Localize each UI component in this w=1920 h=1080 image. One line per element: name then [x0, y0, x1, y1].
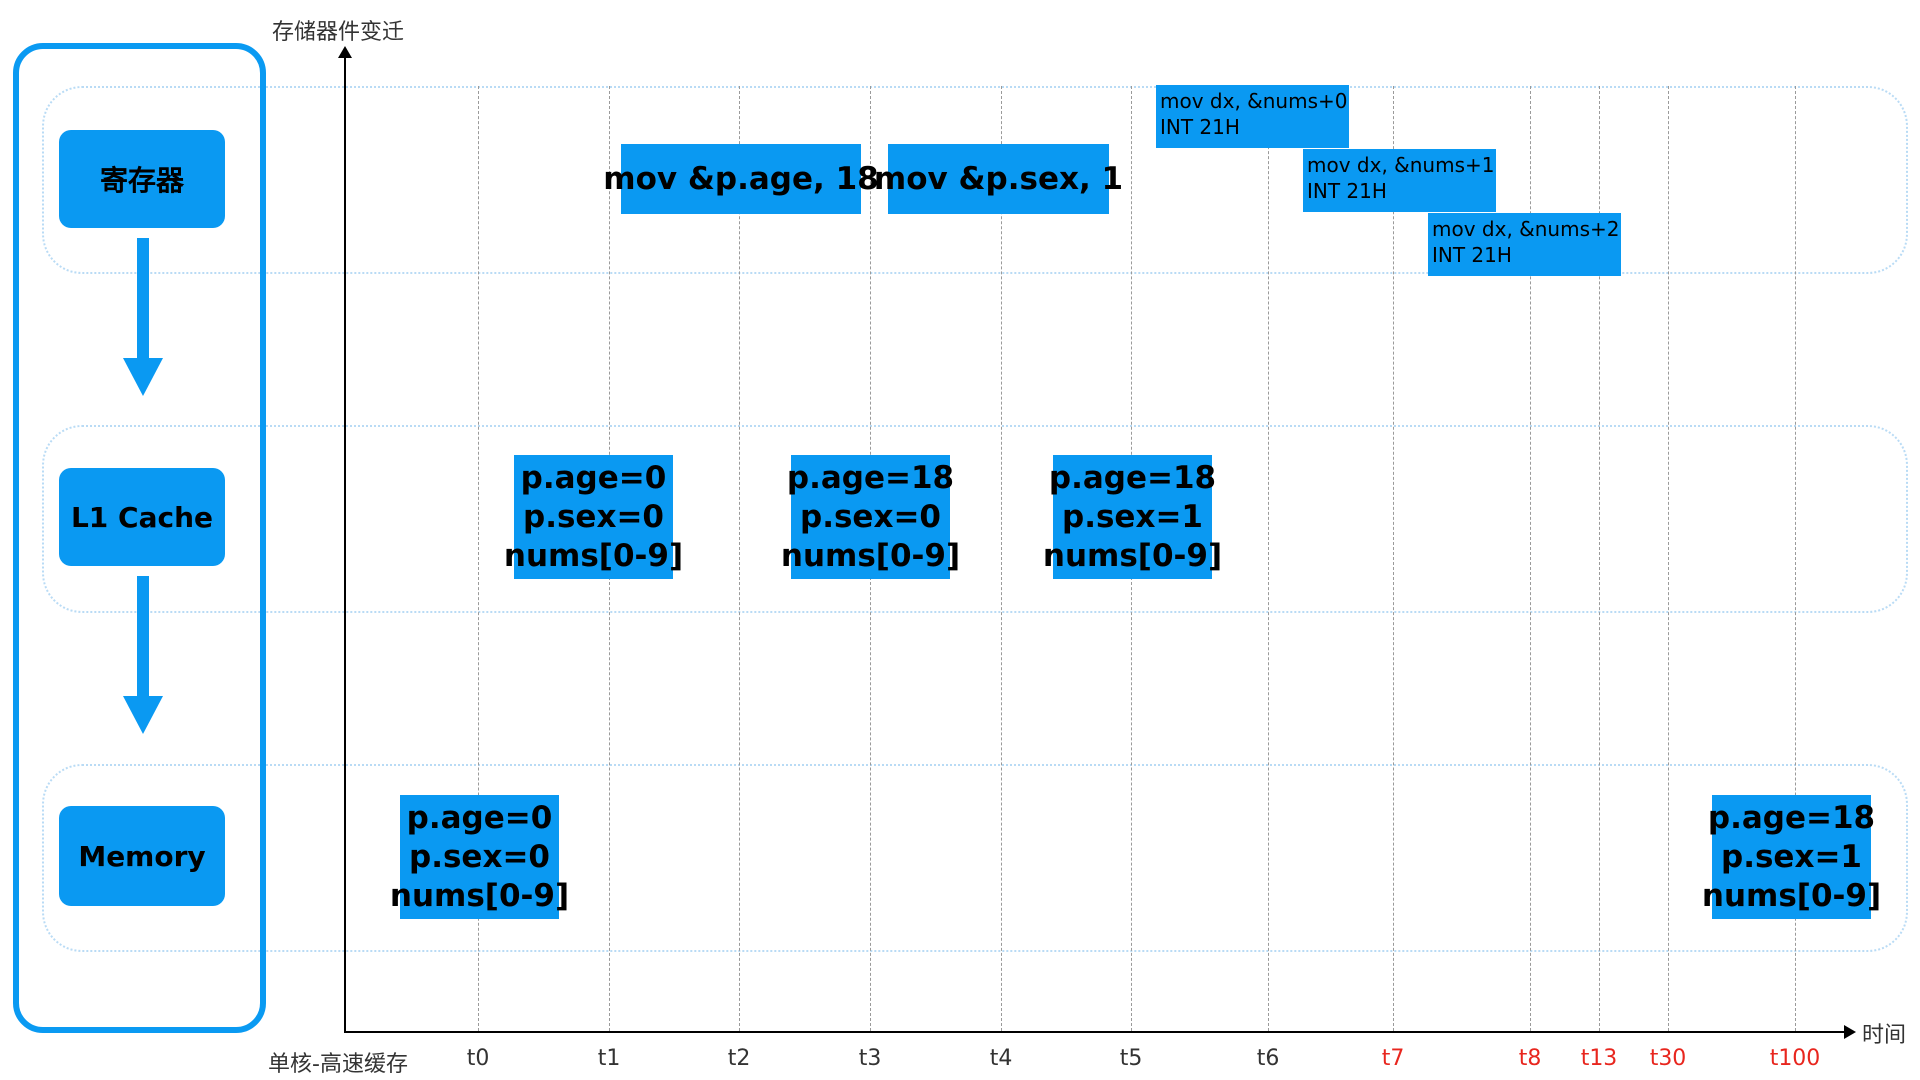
y-axis-arrowhead — [338, 46, 352, 58]
tick-label-t7: t7 — [1381, 1046, 1405, 1071]
l1-state-t3: p.age=18 p.sex=0 nums[0-9] — [781, 455, 960, 579]
instruction-print-nums-0: mov dx, &nums+0 INT 21H — [1156, 85, 1349, 148]
state-nums: nums[0-9] — [1042, 537, 1223, 574]
register-to-l1-arrowhead — [123, 358, 163, 396]
state-sex: p.sex=1 — [1721, 838, 1862, 875]
state-age: p.age=18 — [1707, 799, 1876, 836]
gridline-t4 — [1001, 86, 1002, 1031]
register-band — [42, 86, 1908, 274]
tick-label-t3: t3 — [858, 1046, 882, 1071]
y-axis — [344, 56, 346, 1033]
instruction-set-age: mov &p.age, 18 — [603, 144, 879, 214]
state-age: p.age=18 — [786, 459, 955, 496]
memory-state-t0: p.age=0 p.sex=0 nums[0-9] — [390, 795, 569, 919]
tick-label-t5: t5 — [1119, 1046, 1143, 1071]
x-axis — [344, 1031, 1844, 1033]
l1-cache-node: L1 Cache — [59, 468, 225, 566]
tick-label-t8: t8 — [1518, 1046, 1542, 1071]
state-sex: p.sex=0 — [409, 838, 550, 875]
gridline-t6 — [1268, 86, 1269, 1031]
gridline-t0 — [478, 86, 479, 1031]
instruction-line: mov dx, &nums+0 — [1160, 89, 1348, 113]
l1-state-t5: p.age=18 p.sex=1 nums[0-9] — [1043, 455, 1222, 579]
gridline-t7 — [1393, 86, 1394, 1031]
l1-to-memory-arrowhead — [123, 696, 163, 734]
instruction-print-nums-1: mov dx, &nums+1 INT 21H — [1303, 149, 1496, 212]
x-axis-arrowhead — [1844, 1025, 1856, 1039]
gridline-t8 — [1530, 86, 1531, 1031]
gridline-t2 — [739, 86, 740, 1031]
y-axis-label: 存储器件变迁 — [272, 20, 405, 45]
memory-state-t100: p.age=18 p.sex=1 nums[0-9] — [1702, 795, 1881, 919]
gridline-t30 — [1668, 86, 1669, 1031]
instruction-set-sex: mov &p.sex, 1 — [874, 144, 1123, 214]
tick-label-t30: t30 — [1649, 1046, 1687, 1071]
state-sex: p.sex=0 — [523, 498, 664, 535]
memory-band — [42, 764, 1908, 952]
instruction-line: INT 21H — [1160, 115, 1240, 139]
state-nums: nums[0-9] — [780, 537, 961, 574]
state-age: p.age=18 — [1048, 459, 1217, 496]
state-nums: nums[0-9] — [389, 877, 570, 914]
tick-label-t100: t100 — [1769, 1046, 1821, 1071]
l1-state-t1: p.age=0 p.sex=0 nums[0-9] — [504, 455, 683, 579]
register-to-l1-arrow — [137, 238, 149, 360]
x-axis-label: 时间 — [1862, 1023, 1907, 1048]
memory-node: Memory — [59, 806, 225, 906]
tick-label-t6: t6 — [1256, 1046, 1280, 1071]
instruction-line: mov dx, &nums+1 — [1307, 153, 1495, 177]
tick-label-t1: t1 — [597, 1046, 621, 1071]
state-nums: nums[0-9] — [1701, 877, 1882, 914]
l1-cache-band — [42, 425, 1908, 613]
origin-label: 单核-高速缓存 — [268, 1052, 408, 1077]
state-sex: p.sex=0 — [800, 498, 941, 535]
instruction-print-nums-2: mov dx, &nums+2 INT 21H — [1428, 213, 1621, 276]
l1-to-memory-arrow — [137, 576, 149, 698]
tick-label-t2: t2 — [727, 1046, 751, 1071]
instruction-line: INT 21H — [1432, 243, 1512, 267]
gridline-t13 — [1599, 86, 1600, 1031]
instruction-line: INT 21H — [1307, 179, 1387, 203]
state-nums: nums[0-9] — [503, 537, 684, 574]
tick-label-t13: t13 — [1580, 1046, 1618, 1071]
state-age: p.age=0 — [520, 459, 667, 496]
gridline-t100 — [1795, 86, 1796, 1031]
instruction-line: mov dx, &nums+2 — [1432, 217, 1620, 241]
tick-label-t0: t0 — [466, 1046, 490, 1071]
storage-hierarchy-frame — [13, 43, 266, 1033]
state-age: p.age=0 — [406, 799, 553, 836]
state-sex: p.sex=1 — [1062, 498, 1203, 535]
tick-label-t4: t4 — [989, 1046, 1013, 1071]
register-node: 寄存器 — [59, 130, 225, 228]
